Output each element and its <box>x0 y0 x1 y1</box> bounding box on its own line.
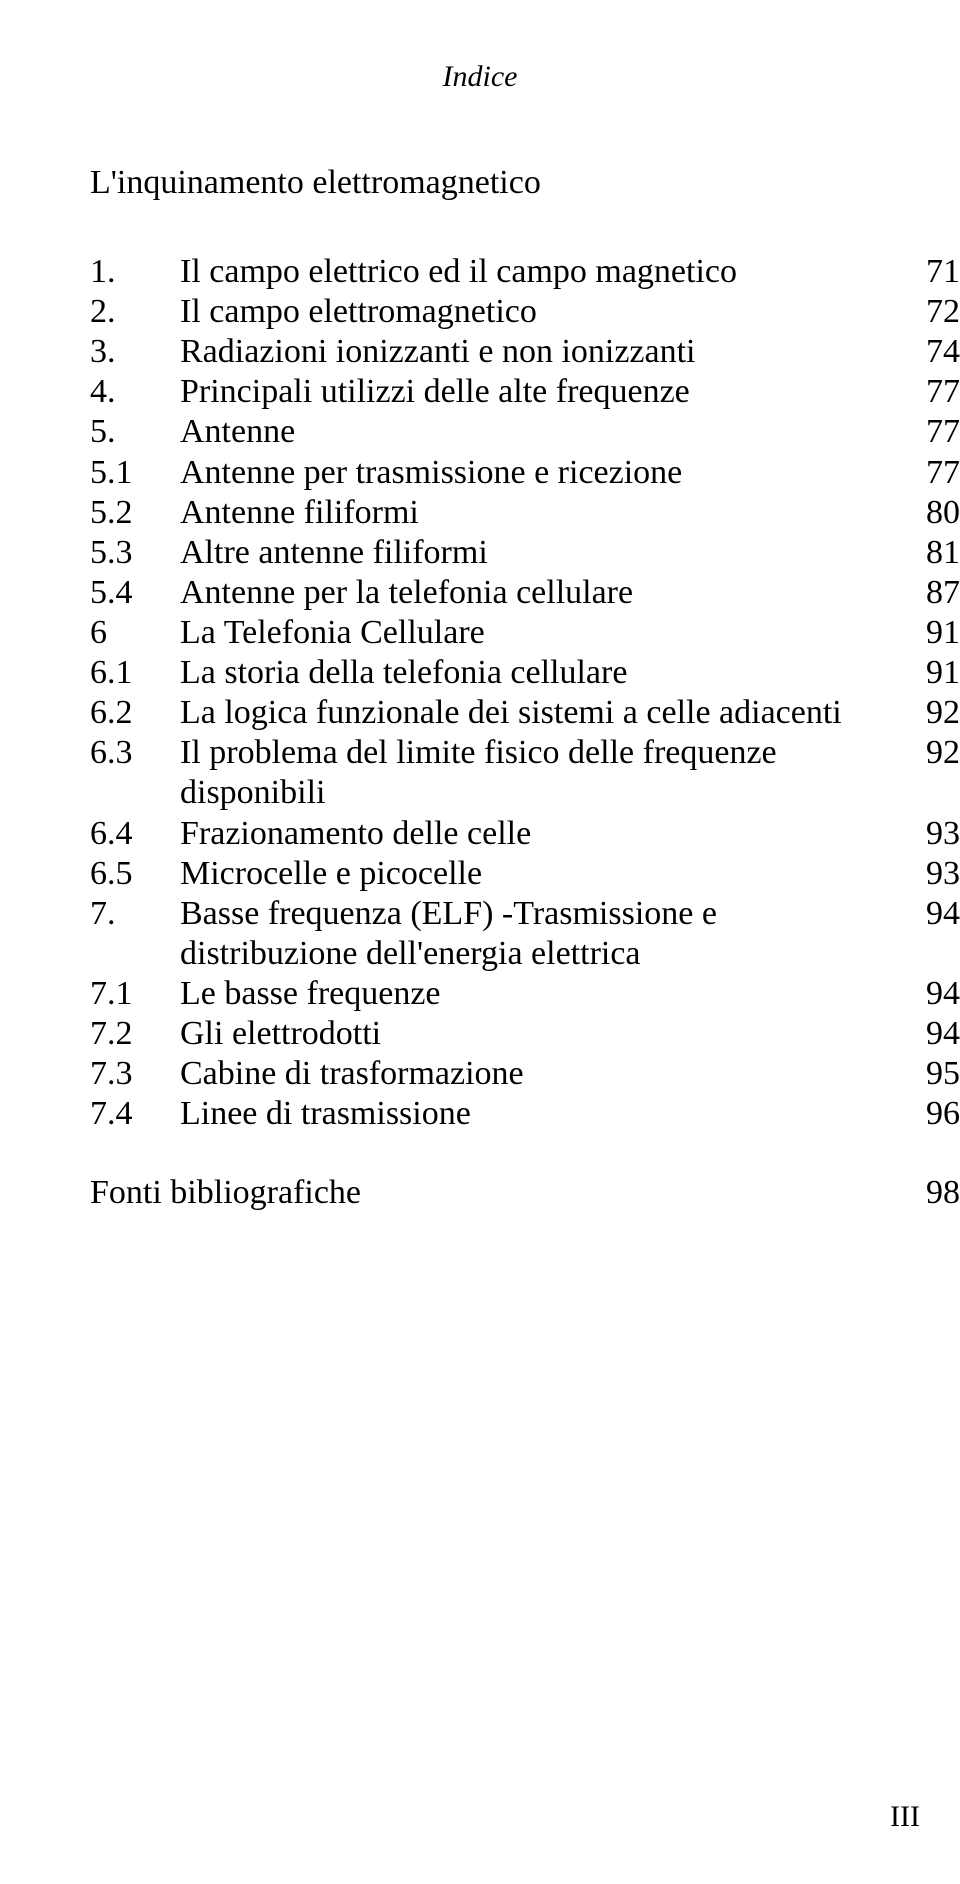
toc-row: 4.Principali utilizzi delle alte frequen… <box>90 372 960 412</box>
toc-row: 3.Radiazioni ionizzanti e non ionizzanti… <box>90 332 960 372</box>
toc-row-number: 4. <box>90 372 180 412</box>
toc-row: 7.1Le basse frequenze94 <box>90 974 960 1014</box>
toc-row-title: Basse frequenza (ELF) -Trasmissione e di… <box>180 894 910 974</box>
toc-row-page: 77 <box>910 372 960 412</box>
toc-row-page: 93 <box>910 814 960 854</box>
toc-row-page: 96 <box>910 1094 960 1134</box>
toc-row-number: 2. <box>90 292 180 332</box>
toc-row: 1.Il campo elettrico ed il campo magneti… <box>90 252 960 292</box>
toc-row-title: Principali utilizzi delle alte frequenze <box>180 372 910 412</box>
toc-row: 6.4Frazionamento delle celle93 <box>90 814 960 854</box>
toc-row: 6.1La storia della telefonia cellulare91 <box>90 653 960 693</box>
toc-row-number: 5.3 <box>90 533 180 573</box>
fonti-row: Fonti bibliografiche 98 <box>90 1174 960 1212</box>
toc-row-title: La storia della telefonia cellulare <box>180 653 910 693</box>
toc-row-page: 71 <box>910 252 960 292</box>
toc-row-title: La Telefonia Cellulare <box>180 613 910 653</box>
running-header: Indice <box>0 60 960 94</box>
toc-row: 2.Il campo elettromagnetico72 <box>90 292 960 332</box>
toc-row-title: Il campo elettromagnetico <box>180 292 910 332</box>
toc-row-title: Altre antenne filiformi <box>180 533 910 573</box>
toc-row-page: 77 <box>910 412 960 452</box>
toc-row-number: 3. <box>90 332 180 372</box>
toc-row: 6La Telefonia Cellulare91 <box>90 613 960 653</box>
toc-row-title: Antenne filiformi <box>180 493 910 533</box>
toc-row-page: 92 <box>910 733 960 773</box>
toc-row-page: 94 <box>910 974 960 1014</box>
toc-row: 7.3Cabine di trasformazione95 <box>90 1054 960 1094</box>
toc-row-page: 87 <box>910 573 960 613</box>
toc-row-title: Radiazioni ionizzanti e non ionizzanti <box>180 332 910 372</box>
toc-row-number: 5.2 <box>90 493 180 533</box>
fonti-label: Fonti bibliografiche <box>90 1174 910 1212</box>
toc-row-title: Antenne per trasmissione e ricezione <box>180 453 910 493</box>
toc-row-page: 92 <box>910 693 960 733</box>
toc-row-page: 91 <box>910 653 960 693</box>
toc-row-number: 7.1 <box>90 974 180 1014</box>
toc-row-title: Cabine di trasformazione <box>180 1054 910 1094</box>
toc-row-number: 6 <box>90 613 180 653</box>
toc-row-number: 7.4 <box>90 1094 180 1134</box>
toc-row-number: 7. <box>90 894 180 934</box>
toc-row-page: 80 <box>910 493 960 533</box>
toc-row-number: 7.3 <box>90 1054 180 1094</box>
toc-row-number: 6.5 <box>90 854 180 894</box>
toc-row-title: Frazionamento delle celle <box>180 814 910 854</box>
toc-row-page: 74 <box>910 332 960 372</box>
page-folio: III <box>890 1800 920 1834</box>
toc-row: 6.2La logica funzionale dei sistemi a ce… <box>90 693 960 733</box>
toc-row-page: 95 <box>910 1054 960 1094</box>
toc-row: 5.2Antenne filiformi80 <box>90 493 960 533</box>
toc-row: 6.5Microcelle e picocelle93 <box>90 854 960 894</box>
section-title: L'inquinamento elettromagnetico <box>90 164 960 202</box>
toc-row-number: 6.4 <box>90 814 180 854</box>
toc-row-number: 6.3 <box>90 733 180 773</box>
toc-row-number: 5.4 <box>90 573 180 613</box>
toc-row-title: Il problema del limite fisico delle freq… <box>180 733 910 813</box>
toc-row-number: 6.1 <box>90 653 180 693</box>
toc-row: 7.4Linee di trasmissione96 <box>90 1094 960 1134</box>
toc-row-title: Antenne per la telefonia cellulare <box>180 573 910 613</box>
toc-row: 7.Basse frequenza (ELF) -Trasmissione e … <box>90 894 960 974</box>
toc-row: 5.1Antenne per trasmissione e ricezione7… <box>90 453 960 493</box>
toc-row-title: Microcelle e picocelle <box>180 854 910 894</box>
toc-row-page: 93 <box>910 854 960 894</box>
toc-row-title: Antenne <box>180 412 910 452</box>
toc-row-title: Gli elettrodotti <box>180 1014 910 1054</box>
toc-row-page: 72 <box>910 292 960 332</box>
toc-row-title: Linee di trasmissione <box>180 1094 910 1134</box>
toc-row: 6.3Il problema del limite fisico delle f… <box>90 733 960 813</box>
toc-row: 5.Antenne77 <box>90 412 960 452</box>
table-of-contents: 1.Il campo elettrico ed il campo magneti… <box>90 252 960 1134</box>
toc-row-number: 1. <box>90 252 180 292</box>
toc-row-number: 5. <box>90 412 180 452</box>
toc-row-page: 77 <box>910 453 960 493</box>
toc-row-title: Le basse frequenze <box>180 974 910 1014</box>
page: Indice L'inquinamento elettromagnetico 1… <box>0 0 960 1884</box>
toc-row: 5.4Antenne per la telefonia cellulare87 <box>90 573 960 613</box>
toc-row: 5.3Altre antenne filiformi81 <box>90 533 960 573</box>
fonti-page: 98 <box>910 1174 960 1212</box>
toc-row: 7.2Gli elettrodotti94 <box>90 1014 960 1054</box>
toc-row-title: La logica funzionale dei sistemi a celle… <box>180 693 910 733</box>
toc-row-number: 7.2 <box>90 1014 180 1054</box>
toc-row-page: 91 <box>910 613 960 653</box>
toc-row-number: 6.2 <box>90 693 180 733</box>
toc-row-number: 5.1 <box>90 453 180 493</box>
toc-row-title: Il campo elettrico ed il campo magnetico <box>180 252 910 292</box>
toc-row-page: 94 <box>910 894 960 934</box>
toc-row-page: 81 <box>910 533 960 573</box>
toc-row-page: 94 <box>910 1014 960 1054</box>
